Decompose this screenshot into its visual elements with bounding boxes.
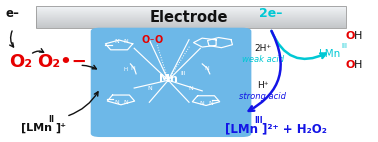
Text: weak acid: weak acid xyxy=(242,55,284,64)
Text: III: III xyxy=(341,43,347,49)
Text: O: O xyxy=(346,60,355,70)
Text: –: – xyxy=(149,35,153,44)
Bar xyxy=(36,18,346,19)
Text: O₂: O₂ xyxy=(9,53,33,71)
Bar xyxy=(36,22,346,23)
Bar xyxy=(36,26,346,27)
Bar xyxy=(36,13,346,14)
Text: N: N xyxy=(147,85,152,91)
Text: N: N xyxy=(130,66,135,71)
FancyArrowPatch shape xyxy=(69,92,98,116)
Text: Mn: Mn xyxy=(159,74,178,84)
FancyArrowPatch shape xyxy=(10,31,14,47)
FancyBboxPatch shape xyxy=(91,28,251,137)
Bar xyxy=(36,7,346,8)
Text: N: N xyxy=(114,39,119,44)
FancyArrowPatch shape xyxy=(33,49,43,53)
Bar xyxy=(36,27,346,28)
Bar xyxy=(36,23,346,24)
Text: [LMn: [LMn xyxy=(21,123,52,133)
Text: O: O xyxy=(346,31,355,40)
Text: N: N xyxy=(209,101,213,106)
Bar xyxy=(36,19,346,20)
Text: [LMn: [LMn xyxy=(225,122,258,135)
Bar xyxy=(36,14,346,15)
FancyArrowPatch shape xyxy=(249,31,281,111)
Bar xyxy=(36,25,346,26)
Text: N: N xyxy=(124,100,128,106)
Bar xyxy=(36,12,346,13)
Text: II: II xyxy=(48,115,54,125)
Bar xyxy=(36,6,346,28)
Bar xyxy=(36,24,346,25)
Text: N: N xyxy=(189,85,193,91)
Bar xyxy=(36,20,346,21)
Text: 2e–: 2e– xyxy=(259,7,282,20)
Bar xyxy=(36,15,346,16)
Bar xyxy=(36,21,346,22)
Bar xyxy=(36,16,346,17)
Bar xyxy=(36,17,346,18)
Text: 2H⁺: 2H⁺ xyxy=(254,44,271,53)
Text: H: H xyxy=(354,31,363,40)
Text: N: N xyxy=(205,66,209,71)
Text: strong acid: strong acid xyxy=(239,92,286,101)
Text: ]⁺: ]⁺ xyxy=(56,123,67,133)
Text: O₂•−: O₂•− xyxy=(37,53,87,71)
Text: III: III xyxy=(254,116,263,125)
Text: H: H xyxy=(124,67,128,72)
Text: H: H xyxy=(354,60,363,70)
Bar xyxy=(36,9,346,10)
Text: O: O xyxy=(142,36,150,45)
Text: N: N xyxy=(200,101,204,106)
Bar xyxy=(36,8,346,9)
Text: ]²⁺ + H₂O₂: ]²⁺ + H₂O₂ xyxy=(262,122,327,135)
Text: Electrode: Electrode xyxy=(150,10,228,25)
Text: O: O xyxy=(154,36,163,45)
FancyArrowPatch shape xyxy=(82,65,96,69)
Bar xyxy=(36,6,346,7)
Text: H⁺: H⁺ xyxy=(257,81,268,90)
Text: N: N xyxy=(114,100,119,106)
FancyArrowPatch shape xyxy=(271,31,326,59)
Text: III: III xyxy=(180,71,186,76)
Bar xyxy=(36,11,346,12)
Bar xyxy=(36,10,346,11)
Text: N: N xyxy=(124,39,128,44)
Text: e–: e– xyxy=(6,7,20,20)
Text: LMn: LMn xyxy=(319,49,341,59)
